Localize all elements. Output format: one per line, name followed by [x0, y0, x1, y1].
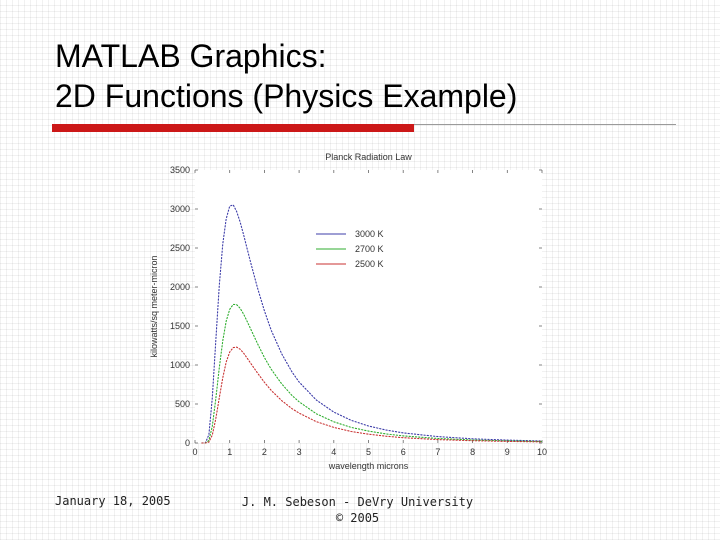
y-tick-label: 3000 — [170, 204, 190, 214]
x-tick-label: 0 — [192, 447, 197, 457]
y-tick-label: 1500 — [170, 321, 190, 331]
planck-chart-svg: Planck Radiation Law wavelength microns … — [149, 152, 547, 471]
legend-label-3000-k: 3000 K — [355, 229, 384, 239]
x-tick-label: 7 — [435, 447, 440, 457]
y-tick-label: 0 — [185, 438, 190, 448]
x-tick-label: 2 — [262, 447, 267, 457]
footer-copyright: © 2005 — [335, 511, 380, 525]
y-tick-label: 3500 — [170, 165, 190, 175]
legend: 3000 K 2700 K 2500 K — [316, 229, 384, 269]
x-tick-label: 10 — [537, 447, 547, 457]
x-tick-label: 5 — [366, 447, 371, 457]
series-line-2700-k — [201, 303, 543, 444]
footer-date: January 18, 2005 — [55, 494, 171, 508]
series-line-2500-k — [201, 346, 543, 444]
y-axis-label: kilowatts/sq meter-micron — [149, 255, 159, 357]
x-tick-label: 6 — [401, 447, 406, 457]
y-tick-label: 2500 — [170, 243, 190, 253]
title-divider-line — [414, 124, 676, 125]
slide-title-line-1: MATLAB Graphics: — [55, 38, 327, 74]
footer-author: J. M. Sebeson - DeVry University © 2005 — [225, 494, 490, 526]
x-tick-label: 9 — [505, 447, 510, 457]
slide-title-line-2: 2D Functions (Physics Example) — [55, 78, 518, 114]
title-accent-bar — [52, 124, 414, 132]
x-tick-label: 8 — [470, 447, 475, 457]
y-tick-label: 500 — [175, 399, 190, 409]
series-line-3000-k — [201, 204, 543, 444]
y-tick-label: 1000 — [170, 360, 190, 370]
series-layer — [201, 204, 543, 444]
slide-title: MATLAB Graphics: 2D Functions (Physics E… — [55, 36, 695, 116]
axes-layer: 0 1 2 3 4 5 6 7 8 9 10 0 500 1000 1500 2000 2500 3000 3500 — [170, 165, 547, 457]
x-axis-label: wavelength microns — [328, 461, 409, 471]
y-tick-label: 2000 — [170, 282, 190, 292]
legend-label-2700-k: 2700 K — [355, 244, 384, 254]
planck-chart: Planck Radiation Law wavelength microns … — [140, 145, 565, 475]
x-tick-label: 3 — [297, 447, 302, 457]
plot-area — [195, 170, 542, 443]
x-tick-label: 4 — [331, 447, 336, 457]
x-tick-label: 1 — [227, 447, 232, 457]
footer-author-line-1: J. M. Sebeson - DeVry University — [241, 495, 474, 509]
chart-title: Planck Radiation Law — [325, 152, 412, 162]
legend-label-2500-k: 2500 K — [355, 259, 384, 269]
